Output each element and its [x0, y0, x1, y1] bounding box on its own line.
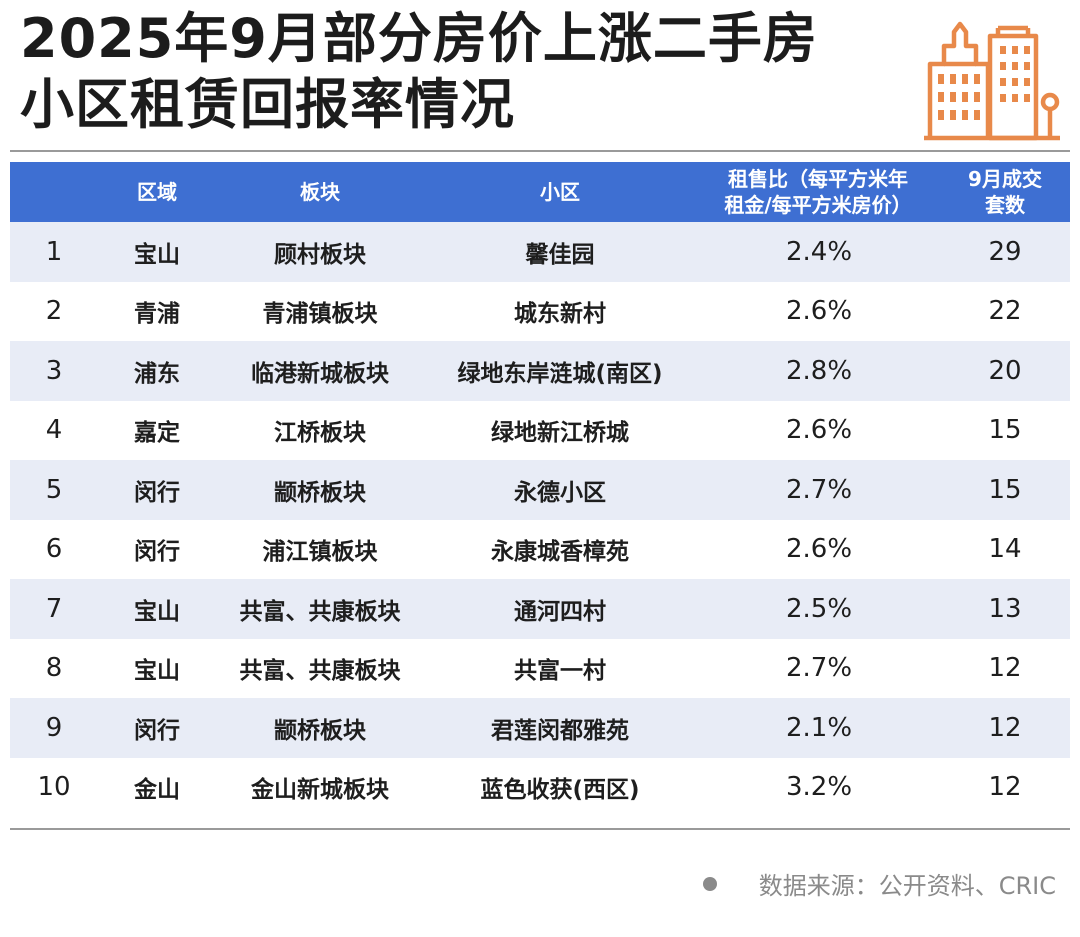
cell-sector: 金山新城板块 [251, 777, 389, 804]
table-row: 4 嘉定 江桥板块 绿地新江桥城 2.6% 15 [10, 400, 1070, 460]
cell-deals: 15 [988, 415, 1022, 446]
header-deals: 9月成交 套数 [940, 162, 1070, 222]
cell-ratio: 2.6% [786, 415, 853, 446]
table-header-row: 区域 板块 小区 租售比（每平方米年 租金/每平方米房价） 9月成交 套数 [10, 162, 1070, 222]
cell-community: 绿地东岸涟城(南区) [457, 360, 663, 387]
cell-index: 6 [45, 534, 63, 565]
source-note: 数据来源：公开资料、CRIC [702, 866, 1056, 901]
cell-district: 闵行 [134, 539, 180, 566]
cell-district: 金山 [134, 777, 180, 804]
table-row: 10 金山 金山新城板块 蓝色收获(西区) 3.2% 12 [10, 757, 1070, 817]
cell-index: 9 [45, 712, 63, 743]
cell-ratio: 3.2% [786, 772, 853, 803]
cell-community: 绿地新江桥城 [491, 420, 629, 447]
cell-index: 5 [45, 474, 63, 505]
city-buildings-icon [924, 21, 1060, 141]
cell-district: 宝山 [134, 241, 180, 268]
cell-community: 馨佳园 [525, 241, 595, 268]
cell-district: 浦东 [134, 360, 180, 387]
title-line-2: 小区租赁回报率情况 [20, 73, 515, 136]
cell-sector: 颛桥板块 [274, 717, 366, 744]
cell-district: 宝山 [134, 658, 180, 685]
header-ratio: 租售比（每平方米年 租金/每平方米房价） [696, 162, 940, 222]
table-row: 9 闵行 颛桥板块 君莲闵都雅苑 2.1% 12 [10, 698, 1070, 758]
header-ratio-line-1: 租售比（每平方米年 [728, 167, 908, 191]
cell-sector: 颛桥板块 [274, 479, 366, 506]
cell-index: 8 [45, 653, 63, 684]
header-sector: 板块 [300, 180, 340, 204]
table-row: 1 宝山 顾村板块 馨佳园 2.4% 29 [10, 222, 1070, 282]
table-row: 2 青浦 青浦镇板块 城东新村 2.6% 22 [10, 281, 1070, 341]
cell-deals: 22 [988, 296, 1022, 327]
header-deals-line-2: 套数 [985, 193, 1025, 217]
cell-sector: 江桥板块 [274, 420, 366, 447]
cell-community: 永康城香樟苑 [491, 539, 629, 566]
cell-district: 嘉定 [134, 420, 180, 447]
header-ratio-line-2: 租金/每平方米房价） [724, 193, 912, 217]
header-deals-line-1: 9月成交 [968, 167, 1042, 191]
cell-index: 10 [37, 772, 71, 803]
table-row: 3 浦东 临港新城板块 绿地东岸涟城(南区) 2.8% 20 [10, 341, 1070, 401]
cell-sector: 共富、共康板块 [239, 658, 401, 685]
cell-deals: 29 [988, 236, 1022, 267]
cell-sector: 浦江镇板块 [262, 539, 378, 566]
bottom-divider [10, 828, 1070, 830]
table-row: 8 宝山 共富、共康板块 共富一村 2.7% 12 [10, 638, 1070, 698]
cell-ratio: 2.4% [786, 236, 853, 267]
bullet-dot [702, 876, 717, 891]
cell-ratio: 2.7% [786, 474, 853, 505]
cell-deals: 12 [988, 653, 1022, 684]
cell-index: 2 [45, 296, 63, 327]
header-community: 小区 [540, 180, 580, 204]
cell-deals: 12 [988, 772, 1022, 803]
cell-deals: 13 [988, 593, 1022, 624]
cell-ratio: 2.6% [786, 534, 853, 565]
table-row: 5 闵行 颛桥板块 永德小区 2.7% 15 [10, 460, 1070, 520]
header-index [10, 162, 98, 222]
rental-yield-table: 区域 板块 小区 租售比（每平方米年 租金/每平方米房价） 9月成交 套数 1 宝… [10, 162, 1070, 817]
cell-deals: 12 [988, 712, 1022, 743]
cell-district: 闵行 [134, 479, 180, 506]
cell-ratio: 2.1% [786, 712, 853, 743]
cell-community: 君莲闵都雅苑 [491, 717, 629, 744]
cell-index: 1 [45, 236, 63, 267]
cell-index: 4 [45, 415, 63, 446]
cell-district: 闵行 [134, 717, 180, 744]
title-line-1: 2025年9月部分房价上涨二手房 [20, 7, 818, 70]
cell-sector: 顾村板块 [274, 241, 366, 268]
cell-community: 城东新村 [514, 301, 606, 328]
cell-ratio: 2.6% [786, 296, 853, 327]
table-row: 6 闵行 浦江镇板块 永康城香樟苑 2.6% 14 [10, 519, 1070, 579]
cell-index: 3 [45, 355, 63, 386]
header-district: 区域 [137, 180, 177, 204]
cell-district: 青浦 [134, 301, 180, 328]
table-row: 7 宝山 共富、共康板块 通河四村 2.5% 13 [10, 579, 1070, 639]
cell-ratio: 2.7% [786, 653, 853, 684]
cell-community: 永德小区 [514, 479, 606, 506]
cell-ratio: 2.5% [786, 593, 853, 624]
cell-sector: 共富、共康板块 [239, 598, 401, 625]
cell-district: 宝山 [134, 598, 180, 625]
cell-deals: 15 [988, 474, 1022, 505]
top-divider [10, 150, 1070, 152]
cell-community: 蓝色收获(西区) [480, 777, 640, 804]
cell-deals: 20 [988, 355, 1022, 386]
page-title: 2025年9月部分房价上涨二手房 小区租赁回报率情况 [20, 6, 900, 138]
source-text: 数据来源：公开资料、CRIC [758, 872, 1056, 900]
cell-community: 共富一村 [514, 658, 606, 685]
cell-index: 7 [45, 593, 63, 624]
cell-community: 通河四村 [514, 598, 606, 625]
cell-deals: 14 [988, 534, 1022, 565]
cell-sector: 青浦镇板块 [262, 301, 378, 328]
cell-sector: 临港新城板块 [251, 360, 389, 387]
cell-ratio: 2.8% [786, 355, 853, 386]
